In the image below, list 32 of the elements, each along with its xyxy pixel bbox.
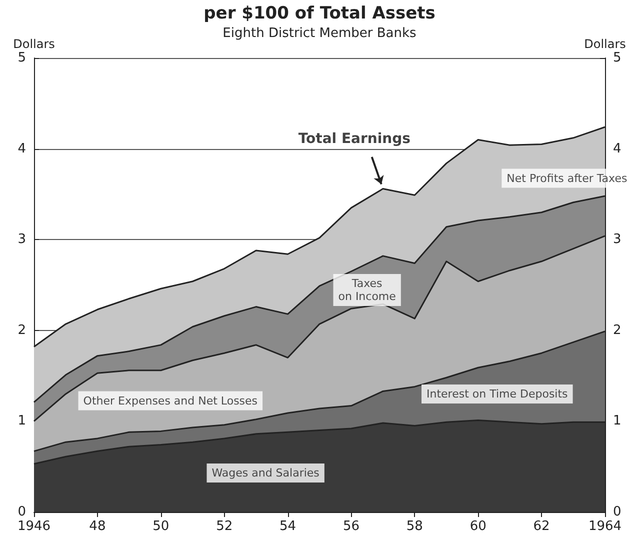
x-tick-label: 60 xyxy=(470,519,486,534)
x-tick-label: 48 xyxy=(89,519,106,534)
x-tick-label: 1964 xyxy=(588,519,622,534)
y2-tick-label: 3 xyxy=(613,232,622,248)
y2-tick-label: 1 xyxy=(613,414,622,429)
x-tick-label: 58 xyxy=(406,519,423,534)
x-tick-label: 52 xyxy=(216,519,233,534)
annotation: Total Earnings xyxy=(298,130,410,147)
y2-tick-label: 0 xyxy=(613,504,622,520)
chart-subtitle: Eighth District Member Banks xyxy=(222,26,417,41)
y-tick-label: 3 xyxy=(18,232,26,248)
series-label: Wages and Salaries xyxy=(212,466,320,480)
x-tick-label: 54 xyxy=(280,519,296,534)
y-tick-label: 5 xyxy=(18,50,26,66)
y-axis-title: Dollars xyxy=(13,37,55,51)
y-tick-label: 1 xyxy=(18,414,26,429)
x-tick-label: 62 xyxy=(533,519,550,534)
series-label: Interest on Time Deposits xyxy=(426,387,568,400)
y2-axis-title: Dollars xyxy=(584,37,626,51)
series-label: Net Profits after Taxes xyxy=(506,172,628,185)
x-tick-label: 1946 xyxy=(17,519,51,534)
y2-tick-label: 2 xyxy=(613,322,622,338)
y2-tick-label: 4 xyxy=(613,141,622,156)
series-label: Other Expenses and Net Losses xyxy=(83,394,258,408)
chart-title: per $100 of Total Assets xyxy=(204,4,436,24)
y-tick-label: 2 xyxy=(18,322,26,338)
x-tick-label: 50 xyxy=(152,519,170,534)
y-tick-label: 4 xyxy=(18,141,26,156)
series-label: Taxes on Income xyxy=(338,276,396,303)
y-tick-label: 0 xyxy=(18,504,26,520)
y2-tick-label: 5 xyxy=(613,50,622,66)
x-tick-label: 56 xyxy=(342,519,360,534)
